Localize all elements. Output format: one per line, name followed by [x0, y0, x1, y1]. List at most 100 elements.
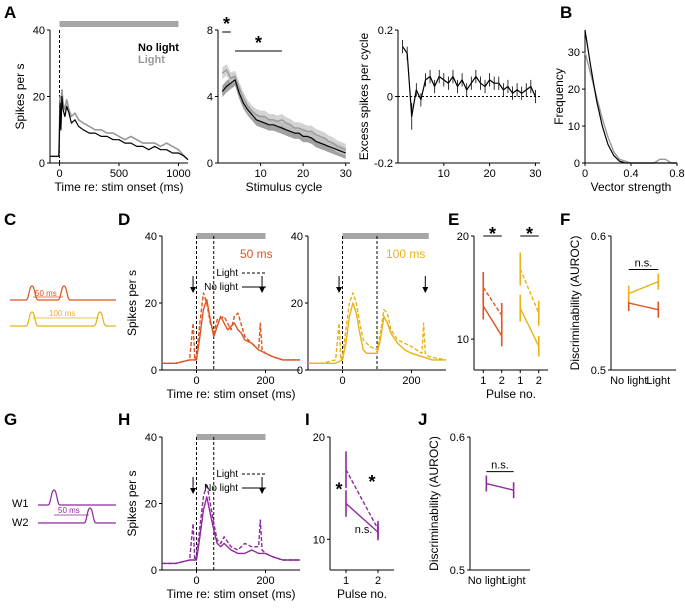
significance-label: * — [335, 479, 342, 499]
series-line — [519, 268, 540, 314]
x-tick-label: 1000 — [166, 168, 190, 180]
panel-letter-i: I — [305, 410, 310, 429]
x-tick-label: 500 — [110, 168, 128, 180]
y-tick-label: 0.6 — [591, 231, 606, 243]
condition-label: 50 ms — [240, 247, 273, 261]
series-line-light — [221, 69, 346, 151]
y-tick-label: 10 — [313, 534, 325, 546]
y-tick-label: 20 — [568, 84, 580, 96]
x-tick-label: 20 — [297, 168, 309, 180]
series-line — [519, 307, 540, 347]
panel-letter-d: D — [118, 210, 130, 229]
x-tick-label: 10 — [254, 168, 266, 180]
legend-no-light: No light — [138, 42, 179, 54]
y-axis-label: Spikes per s — [13, 63, 27, 129]
x-axis-label: Vector strength — [591, 180, 672, 194]
x-tick-label: 1 — [517, 375, 523, 387]
series-line-light — [162, 482, 300, 565]
series-line-light — [50, 89, 189, 161]
x-tick-label: 0 — [56, 168, 62, 180]
significance-label: * — [526, 224, 533, 244]
y-tick-label: 0 — [207, 158, 213, 170]
ns-label: n.s. — [635, 258, 653, 270]
x-tick-label: Light — [502, 575, 526, 587]
stimulus-bar — [59, 21, 179, 27]
chart-a3: -0.2 0 0.2 10 20 30 Excess spikes per cycle — [357, 25, 542, 180]
ns-label: n.s. — [355, 524, 373, 536]
series-line — [628, 280, 659, 295]
x-axis-label: Pulse no. — [486, 387, 536, 401]
x-axis-label: Pulse no. — [337, 587, 387, 601]
schematic-g-interval-label: 50 ms — [58, 506, 80, 515]
significance-label: * — [489, 224, 496, 244]
panel-letter-b: B — [560, 3, 572, 22]
schematic-c-orange-label: 50 ms — [35, 289, 57, 298]
series-line-light — [162, 292, 300, 364]
condition-label: 100 ms — [386, 247, 425, 261]
y-tick-label: 0 — [39, 158, 45, 170]
schematic-c-orange-trace — [10, 285, 116, 301]
series-line — [482, 305, 503, 337]
x-tick-label: No light — [610, 375, 647, 387]
stimulus-bar — [196, 434, 266, 440]
chart-f: 0.5 0.6 Discriminability (AUROC) No lightLi… — [568, 231, 676, 387]
y-tick-label: 40 — [33, 25, 45, 37]
chart-i: 10 20 Pulse no.1 2 * * n.s. — [313, 432, 394, 601]
chart-j: 0.5 0.6 Discriminability (AUROC) No lightLi… — [427, 432, 530, 587]
y-axis-label: Spikes per s — [125, 470, 139, 536]
x-axis-label: Time re: stim onset (ms) — [167, 587, 296, 601]
panel-letter-a: A — [4, 3, 16, 22]
series-line-no-light — [162, 298, 300, 364]
stimulus-bar — [342, 233, 429, 239]
x-tick-label: 30 — [529, 168, 541, 180]
chart-d2: 0 20 40 0 200 100 ms — [291, 231, 447, 387]
y-tick-label: 0 — [297, 365, 303, 377]
series-line-light — [584, 52, 677, 164]
y-tick-label: 40 — [145, 432, 157, 444]
x-axis-label: Stimulus cycle — [246, 180, 323, 194]
x-tick-label: 0.4 — [623, 168, 638, 180]
y-axis-label: Spikes per s — [125, 270, 139, 336]
y-axis-label: Excess spikes per cycle — [357, 32, 371, 160]
stimulus-bar — [196, 233, 266, 239]
y-tick-label: 0.5 — [591, 365, 606, 377]
series-line — [482, 287, 503, 316]
chart-a2: 0 4 8 10 20 30 Stimulus cycle * * — [207, 14, 352, 194]
panel-letter-j: J — [418, 410, 427, 429]
y-tick-label: 4 — [207, 92, 213, 104]
x-tick-label: 200 — [256, 575, 274, 587]
y-tick-label: 0.6 — [450, 432, 465, 444]
y-tick-label: 30 — [568, 47, 580, 59]
schematic-g-w1-trace — [38, 489, 116, 506]
series-line-no-light — [162, 496, 300, 565]
series-line — [628, 302, 659, 311]
schematic-c-yellow-trace — [10, 311, 116, 327]
y-tick-label: 20 — [457, 231, 469, 243]
x-tick-label: No light — [468, 575, 505, 587]
x-tick-label: 2 — [499, 375, 505, 387]
x-tick-label: 0.8 — [669, 168, 684, 180]
y-tick-label: 0 — [151, 565, 157, 577]
y-axis-label: Discriminability (AUROC) — [568, 236, 582, 371]
schematic-c-yellow-label: 100 ms — [49, 309, 75, 318]
x-tick-label: 0 — [582, 168, 588, 180]
y-tick-label: 10 — [457, 334, 469, 346]
y-tick-label: 0.5 — [450, 565, 465, 577]
x-tick-label: 0 — [193, 375, 199, 387]
y-axis-label: Discriminability (AUROC) — [427, 436, 441, 571]
x-axis-label: Time re: stim onset (ms) — [167, 387, 296, 401]
x-tick-label: 200 — [256, 375, 274, 387]
y-tick-label: 20 — [145, 499, 157, 511]
y-tick-label: 20 — [33, 92, 45, 104]
x-tick-label: 0 — [339, 375, 345, 387]
significance-label: * — [223, 14, 230, 34]
schematic-g-w2-label: W2 — [12, 517, 29, 529]
panel-letter-c: C — [4, 210, 16, 229]
schematic-g: W1 W2 50 ms — [12, 489, 116, 529]
